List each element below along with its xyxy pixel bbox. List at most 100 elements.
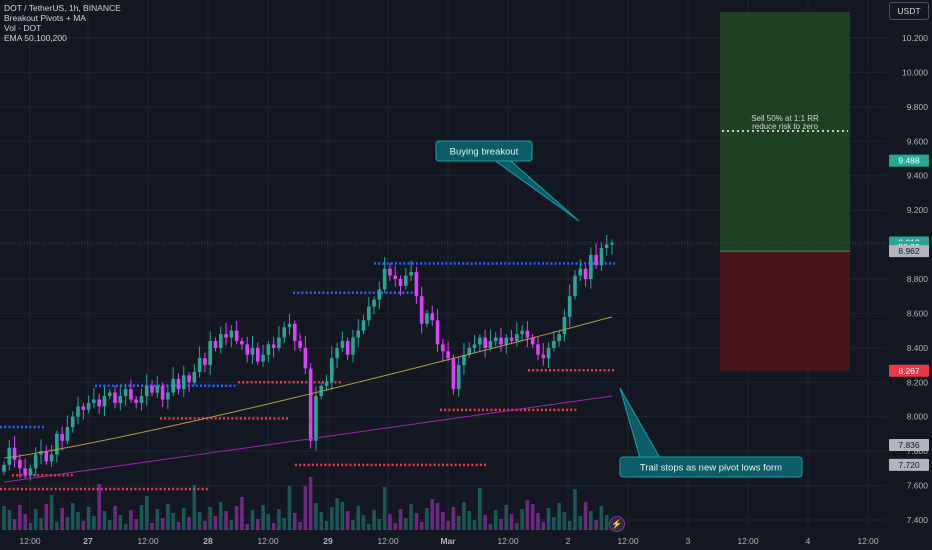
volume-bar xyxy=(192,485,197,530)
volume-bar xyxy=(271,523,276,530)
candle-body xyxy=(49,454,54,462)
volume-bar xyxy=(197,512,202,530)
candle-body xyxy=(530,337,535,345)
volume-bar xyxy=(409,504,413,530)
indicator-volume[interactable]: Vol · DOT xyxy=(4,23,42,33)
candle-body xyxy=(139,396,144,403)
candle-body xyxy=(583,268,588,279)
volume-bar xyxy=(12,519,17,530)
volume-bar xyxy=(187,517,191,530)
candle-body xyxy=(462,354,466,366)
volume-bar xyxy=(329,507,334,530)
volume-bar xyxy=(18,505,22,530)
time-tick-label: 12:00 xyxy=(737,536,759,546)
candle-body xyxy=(525,330,530,338)
time-tick-label: 12:00 xyxy=(857,536,879,546)
volume-bar xyxy=(102,511,107,530)
price-badge-label: 7.720 xyxy=(898,460,920,470)
volume-bar xyxy=(160,518,165,530)
lightning-icon[interactable]: ⚡ xyxy=(609,516,625,532)
volume-bar xyxy=(483,515,487,530)
volume-bar xyxy=(567,521,572,530)
volume-bar xyxy=(44,504,49,530)
time-tick-label: 2 xyxy=(566,536,571,546)
volume-bar xyxy=(218,502,223,530)
buy-callout-box xyxy=(435,140,533,162)
volume-bar xyxy=(404,518,408,530)
candle-body xyxy=(345,340,350,355)
time-tick-label: 29 xyxy=(323,536,333,546)
volume-bar xyxy=(562,512,567,530)
time-tick-label: 12:00 xyxy=(137,536,159,546)
price-tick-label: 9.800 xyxy=(907,102,929,112)
volume-bar xyxy=(28,523,33,530)
volume-bar xyxy=(134,519,138,530)
price-tick-label: 7.600 xyxy=(907,481,929,491)
candle-body xyxy=(599,248,604,266)
candle-body xyxy=(367,306,371,321)
price-tick-label: 8.600 xyxy=(907,308,929,318)
volume-bar xyxy=(224,511,228,530)
volume-bar xyxy=(546,508,551,530)
candle-body xyxy=(187,375,191,383)
candle-body xyxy=(414,272,419,297)
indicator-pivots[interactable]: Breakout Pivots + MA xyxy=(4,13,86,23)
candle-body xyxy=(573,275,577,297)
volume-bar xyxy=(324,521,329,530)
price-badge xyxy=(889,154,929,167)
volume-bar xyxy=(261,505,265,530)
candle-body xyxy=(567,296,572,317)
sell-note-line2: reduce risk to zero xyxy=(752,122,818,131)
price-axis xyxy=(887,0,932,550)
candle-body xyxy=(520,330,524,335)
volume-bar xyxy=(303,486,308,530)
candle-body xyxy=(166,392,170,400)
candle-body xyxy=(604,244,609,249)
volume-bar xyxy=(266,514,271,530)
trail-callout-text: Trail stops as new pivot lows form xyxy=(640,463,782,474)
volume-bar xyxy=(604,515,609,530)
candle-body xyxy=(435,320,440,345)
indicator-ema[interactable]: EMA 50,100,200 xyxy=(4,33,67,43)
volume-bar xyxy=(118,515,123,530)
ema200-line xyxy=(3,395,613,483)
volume-bar xyxy=(150,523,154,530)
currency-button[interactable]: USDT xyxy=(889,2,929,20)
volume-bar xyxy=(414,513,419,530)
candle-body xyxy=(303,347,308,369)
volume-bar xyxy=(70,503,75,530)
price-tick-label: 9.200 xyxy=(907,205,929,215)
candle-body xyxy=(372,299,376,307)
volume-bar xyxy=(557,503,561,530)
volume-bar xyxy=(393,523,398,530)
volume-bar xyxy=(7,510,12,530)
time-tick-label: 12:00 xyxy=(19,536,41,546)
price-badge-label: 9.488 xyxy=(898,156,920,166)
time-tick-label: 12:00 xyxy=(497,536,519,546)
volume-bar xyxy=(493,510,498,530)
candle-body xyxy=(504,337,509,345)
volume-bar xyxy=(314,503,318,530)
candle-body xyxy=(515,334,519,341)
candle-body xyxy=(160,385,165,400)
candle-body xyxy=(493,337,498,341)
candle-body xyxy=(308,368,313,441)
volume-bar xyxy=(478,488,482,530)
volume-bar xyxy=(446,521,450,530)
volume-bar xyxy=(123,524,128,530)
price-tick-label: 7.800 xyxy=(907,446,929,456)
candle-body xyxy=(388,268,392,276)
price-tick-label: 10.000 xyxy=(902,67,928,77)
volume-bar xyxy=(139,505,144,530)
candle-body xyxy=(7,447,12,465)
price-tick-label: 8.200 xyxy=(907,377,929,387)
volume-bar xyxy=(451,507,456,530)
candle-body xyxy=(499,337,503,345)
volume-bar xyxy=(319,512,324,530)
volume-bar xyxy=(541,522,546,530)
volume-bar xyxy=(351,520,355,530)
candle-body xyxy=(213,340,218,348)
volume-bar xyxy=(234,506,239,530)
candle-body xyxy=(245,344,249,355)
